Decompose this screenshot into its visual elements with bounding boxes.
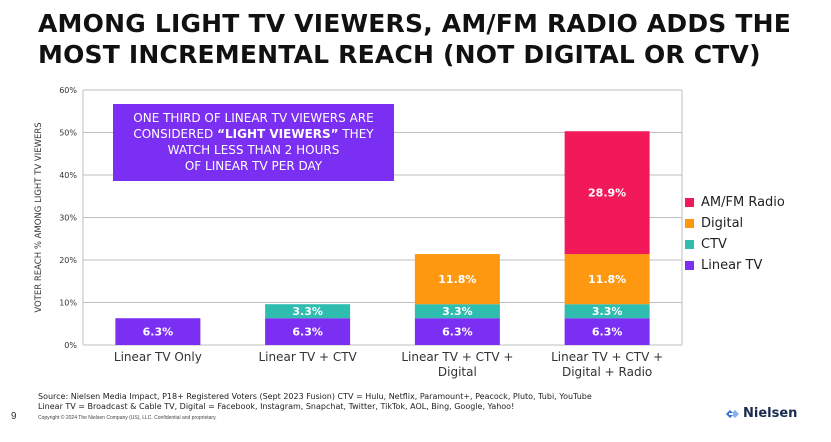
legend-label: CTV xyxy=(701,237,727,252)
bar-linear-tv-1 xyxy=(265,318,351,345)
chart-legend: AM/FM Radio Digital CTV Linear TV xyxy=(685,192,785,276)
data-label: 11.8% xyxy=(438,273,476,286)
nielsen-logo-text: Nielsen xyxy=(743,406,798,421)
bar-am-fm-radio-3 xyxy=(564,131,650,255)
bar-linear-tv-3 xyxy=(564,318,650,345)
data-label: 3.3% xyxy=(592,305,623,318)
x-tick-label: Linear TV + CTV + xyxy=(401,350,513,364)
x-tick-label: Digital + Radio xyxy=(562,365,652,379)
data-label: 6.3% xyxy=(143,326,174,339)
legend-item: Digital xyxy=(685,213,785,234)
title-line-2: MOST INCREMENTAL REACH (NOT DIGITAL OR C… xyxy=(38,40,761,69)
legend-item: Linear TV xyxy=(685,255,785,276)
legend-item: CTV xyxy=(685,234,785,255)
y-tick-label: 50% xyxy=(59,129,77,138)
callout-bold-text: “LIGHT VIEWERS” xyxy=(217,127,339,141)
y-tick-label: 30% xyxy=(59,214,77,223)
y-tick-label: 60% xyxy=(59,86,77,95)
legend-swatch xyxy=(685,240,694,249)
y-tick-label: 20% xyxy=(59,256,77,265)
y-tick-label: 10% xyxy=(59,299,77,308)
x-tick-label: Linear TV Only xyxy=(114,350,202,364)
callout-line-3: WATCH LESS THAN 2 HOURS xyxy=(167,143,340,157)
y-tick-label: 0% xyxy=(64,341,77,350)
copyright-text: Copyright © 2024 The Nielsen Company (US… xyxy=(38,415,217,421)
bar-digital-3 xyxy=(564,254,650,305)
legend-swatch xyxy=(685,198,694,207)
x-tick-label: Linear TV + CTV + xyxy=(551,350,663,364)
bar-linear-tv-0 xyxy=(115,318,201,345)
callout-line-2: CONSIDERED “LIGHT VIEWERS” THEY xyxy=(133,127,374,141)
bar-ctv-2 xyxy=(414,304,500,319)
data-label: 3.3% xyxy=(442,305,473,318)
legend-swatch xyxy=(685,261,694,270)
source-line-2: Linear TV = Broadcast & Cable TV, Digita… xyxy=(38,402,515,411)
nielsen-logo-icon xyxy=(726,409,739,418)
bar-ctv-1 xyxy=(265,304,351,319)
data-label: 6.3% xyxy=(292,326,323,339)
source-note: Source: Nielsen Media Impact, P18+ Regis… xyxy=(38,392,738,412)
data-label: 6.3% xyxy=(592,326,623,339)
data-label: 11.8% xyxy=(588,273,626,286)
bar-linear-tv-2 xyxy=(414,318,500,345)
data-label: 6.3% xyxy=(442,326,473,339)
x-tick-label: Linear TV + CTV xyxy=(259,350,358,364)
legend-label: AM/FM Radio xyxy=(701,195,785,210)
source-line-1: Source: Nielsen Media Impact, P18+ Regis… xyxy=(38,392,592,401)
nielsen-logo: Nielsen xyxy=(726,406,797,421)
legend-label: Digital xyxy=(701,216,744,231)
data-label: 3.3% xyxy=(292,305,323,318)
y-axis-label: VOTER REACH % AMONG LIGHT TV VIEWERS xyxy=(34,122,44,312)
light-viewers-callout: ONE THIRD OF LINEAR TV VIEWERS ARE CONSI… xyxy=(113,104,394,181)
y-tick-label: 40% xyxy=(59,171,77,180)
bar-digital-2 xyxy=(414,254,500,305)
legend-item: AM/FM Radio xyxy=(685,192,785,213)
legend-label: Linear TV xyxy=(701,258,763,273)
legend-swatch xyxy=(685,219,694,228)
callout-line-4: OF LINEAR TV PER DAY xyxy=(184,159,323,173)
title-line-1: AMONG LIGHT TV VIEWERS, AM/FM RADIO ADDS… xyxy=(38,9,792,38)
data-label: 28.9% xyxy=(588,187,626,200)
page-number: 9 xyxy=(11,411,17,422)
x-tick-label: Digital xyxy=(438,365,477,379)
bar-ctv-3 xyxy=(564,304,650,319)
slide-title: AMONG LIGHT TV VIEWERS, AM/FM RADIO ADDS… xyxy=(38,8,818,70)
callout-line-1: ONE THIRD OF LINEAR TV VIEWERS ARE xyxy=(133,111,374,125)
